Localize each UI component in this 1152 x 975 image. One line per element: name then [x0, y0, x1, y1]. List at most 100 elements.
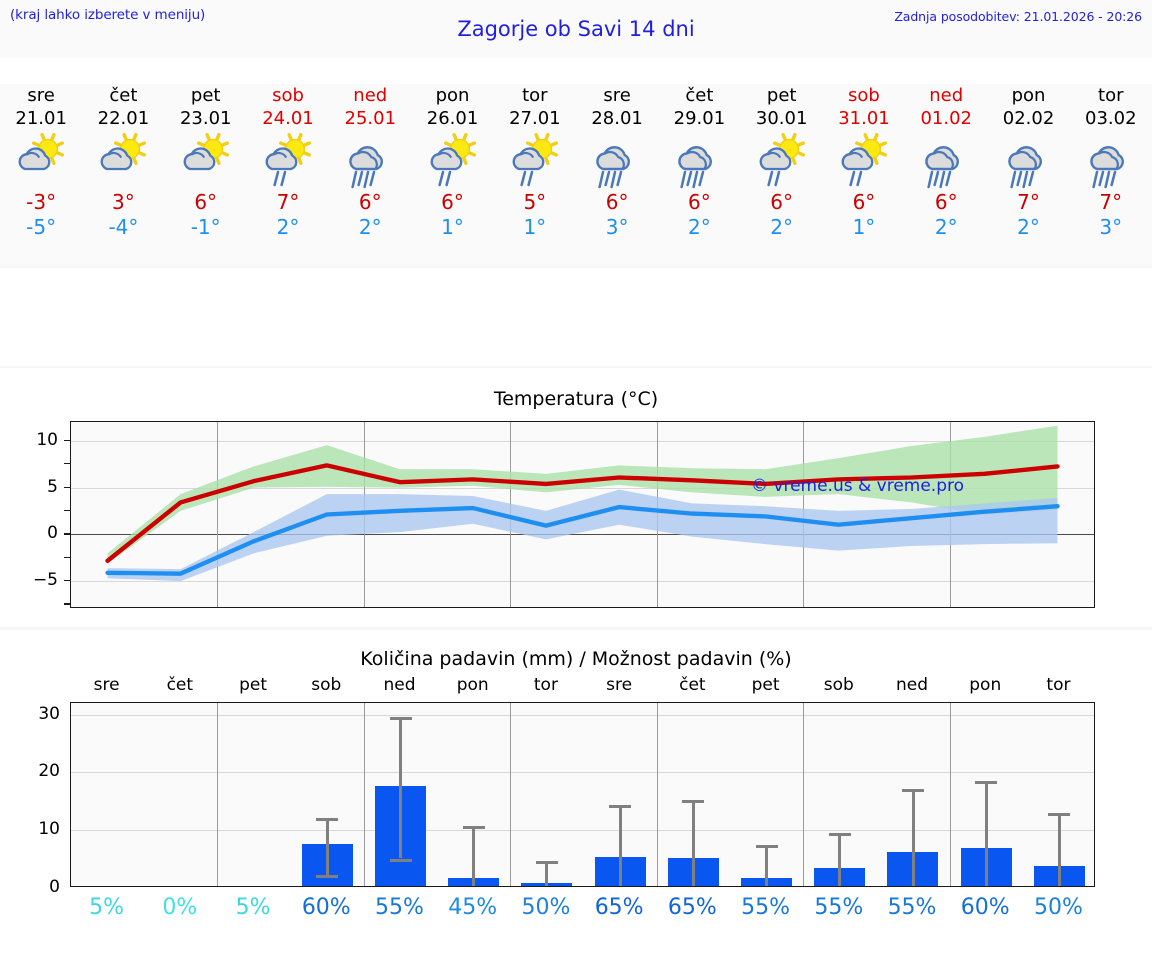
precip-probability-5: 45% [448, 895, 498, 920]
day-temp-min: 2° [688, 215, 711, 239]
day-column-03.02[interactable]: tor 03.02 7° 3° [1070, 84, 1152, 266]
precip-probability-0: 5% [89, 895, 125, 920]
precip-y-tick-10: 10 [38, 819, 60, 840]
day-date: 27.01 [509, 108, 561, 129]
day-column-25.01[interactable]: ned 25.01 6° 2° [329, 84, 411, 266]
precip-errorbar-cap-high-7 [609, 805, 632, 809]
day-temp-max: 6° [852, 190, 876, 214]
day-column-01.02[interactable]: ned 01.02 6° 2° [905, 84, 987, 266]
day-column-26.01[interactable]: pon 26.01 6° 1° [411, 84, 493, 266]
day-temp-min: -4° [108, 215, 139, 239]
precip-x-label-9: pet [751, 675, 780, 695]
precip-gridline-x-12 [949, 703, 951, 886]
day-temp-max: 6° [770, 190, 794, 214]
precipitation-x-labels: sre čet pet sob ned pon tor sre čet pet sob ned pon t… [70, 675, 1095, 695]
day-column-23.01[interactable]: pet 23.01 6° -1° [165, 84, 247, 266]
day-temp-max: 3° [112, 190, 135, 214]
gridline-y-0 [71, 534, 1094, 536]
cloud-rain-icon [1090, 146, 1124, 189]
day-temp-max: 7° [1099, 190, 1123, 214]
day-temp-min: 2° [770, 215, 794, 239]
precip-gridline-x-6 [510, 703, 512, 886]
sun-cloud-icon [18, 133, 65, 171]
day-column-02.02[interactable]: pon 02.02 7° 2° [987, 84, 1069, 266]
precip-errorbar-cap-high-11 [902, 788, 924, 792]
precip-probability-4: 55% [375, 895, 424, 920]
cloud-rain-icon [925, 146, 960, 189]
day-column-28.01[interactable]: sre 28.01 6° 3° [576, 84, 658, 266]
precip-x-label-2: pet [239, 675, 267, 695]
sun-cloud-rain-icon [512, 133, 558, 187]
weather-icon-cell [576, 132, 658, 190]
precip-errorbar-line-7 [618, 805, 622, 886]
cloud-rain-icon [1007, 146, 1042, 189]
precip-errorbar-line-11 [911, 788, 915, 886]
Najvišja temperatura-line [105, 463, 1060, 563]
menu-hint: (kraj lahko izberete v meniju) [10, 7, 206, 23]
day-temp-min: 1° [523, 215, 547, 239]
day-name: tor [522, 85, 548, 106]
precip-errorbar-line-12 [984, 781, 988, 886]
precip-errorbar-line-4 [399, 716, 402, 859]
day-column-24.01[interactable]: sob 24.01 7° 2° [247, 84, 329, 266]
day-name: sre [603, 85, 631, 106]
temperature-tick-mark [64, 556, 70, 558]
precip-probability-13: 50% [1034, 895, 1083, 920]
day-name: pet [766, 85, 797, 106]
day-date: 03.02 [1085, 108, 1137, 129]
precip-x-label-5: pon [456, 675, 489, 695]
precipitation-panel: Količina padavin (mm) / Možnost padavin … [0, 630, 1152, 975]
weather-icon-cell [0, 132, 82, 190]
temperature-series-svg [105, 425, 1060, 582]
day-name: čet [685, 85, 714, 106]
temperature-y-tick-5: 5 [47, 476, 58, 497]
precip-errorbar-line-13 [1057, 813, 1061, 886]
day-temp-max: 6° [358, 190, 382, 214]
sun-cloud-icon [183, 133, 229, 171]
day-column-31.01[interactable]: sob 31.01 6° 1° [823, 84, 905, 266]
day-date: 02.02 [1002, 108, 1055, 129]
precip-errorbar-cap-high-3 [316, 817, 339, 821]
precip-probability-2: 5% [235, 895, 271, 920]
precip-x-label-7: sre [606, 675, 633, 695]
precip-gridline-y-10 [71, 830, 1094, 832]
precip-x-label-11: ned [896, 675, 929, 695]
precip-errorbar-line-6 [545, 860, 549, 886]
precip-probability-11: 55% [887, 895, 937, 920]
weather-icon-cell [658, 132, 740, 190]
day-temp-min: 3° [605, 215, 629, 239]
precip-errorbar-cap-low-4 [389, 858, 412, 862]
precip-x-label-4: ned [383, 675, 416, 695]
temperature-y-tick-10: 10 [36, 429, 58, 450]
day-column-22.01[interactable]: čet 22.01 3° -4° [82, 84, 164, 266]
day-temp-min: -5° [26, 215, 57, 239]
Najnižja temperatura-line [105, 504, 1060, 576]
day-temp-min: 2° [358, 215, 382, 239]
precip-probability-12: 60% [960, 895, 1010, 920]
day-date: 30.01 [755, 108, 808, 129]
day-name: pon [435, 85, 470, 106]
precip-y-tick-20: 20 [38, 761, 60, 782]
precip-gridline-x-8 [656, 703, 658, 886]
sun-cloud-rain-icon [759, 133, 805, 187]
precip-gridline-x-4 [363, 703, 365, 886]
temperature-panel: Temperatura (°C) © vreme.us & vreme.pro … [0, 368, 1152, 626]
day-column-30.01[interactable]: pet 30.01 6° 2° [741, 84, 823, 266]
weather-icon-cell [741, 132, 823, 190]
temperature-chart-title: Temperatura (°C) [493, 388, 659, 410]
day-date: 21.01 [15, 108, 67, 129]
day-column-27.01[interactable]: tor 27.01 5° 1° [494, 84, 576, 266]
day-name: ned [929, 85, 964, 106]
temperature-tick-mark [64, 463, 70, 465]
precip-x-label-3: sob [311, 675, 342, 695]
weather-icon-cell [494, 132, 576, 190]
day-column-21.01[interactable]: sre 21.01 -3° -5° [0, 84, 82, 266]
precip-probability-6: 50% [521, 895, 571, 920]
day-column-29.01[interactable]: čet 29.01 6° 2° [658, 84, 740, 266]
day-temp-min: 3° [1099, 215, 1123, 239]
day-date: 25.01 [344, 108, 397, 129]
day-temp-min: 2° [934, 215, 958, 239]
day-name: pet [190, 85, 221, 106]
day-temp-max: 6° [605, 190, 629, 214]
cloud-rain-icon [678, 146, 713, 189]
